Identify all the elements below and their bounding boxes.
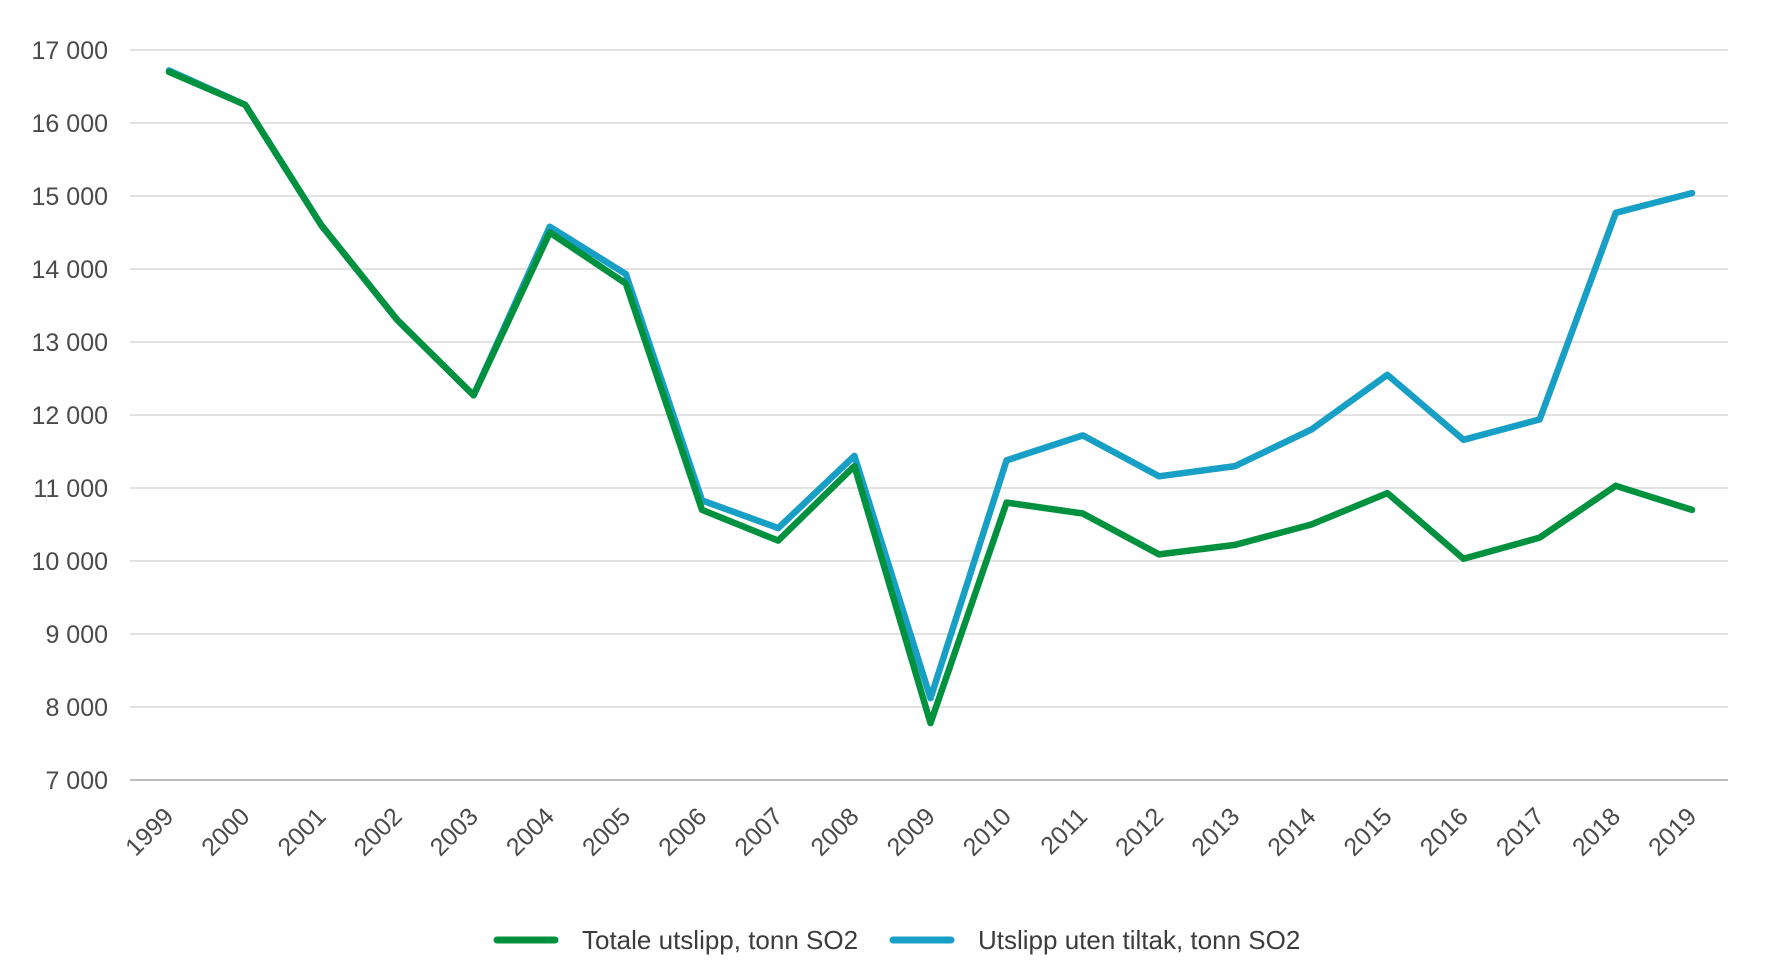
x-tick-label: 2004 bbox=[501, 802, 560, 861]
y-tick-label: 13 000 bbox=[32, 329, 108, 357]
legend-label: Utslipp uten tiltak, tonn SO2 bbox=[978, 925, 1300, 955]
x-tick-label: 2006 bbox=[653, 802, 712, 861]
x-tick-label: 2016 bbox=[1415, 802, 1474, 861]
x-tick-label: 2015 bbox=[1339, 802, 1398, 861]
y-tick-label: 16 000 bbox=[32, 110, 108, 138]
y-tick-label: 11 000 bbox=[33, 475, 108, 503]
y-tick-label: 7 000 bbox=[45, 767, 108, 795]
y-tick-label: 10 000 bbox=[32, 548, 108, 576]
gridlines bbox=[130, 49, 1728, 781]
x-tick-label: 1999 bbox=[120, 802, 179, 861]
y-tick-label: 17 000 bbox=[32, 37, 108, 65]
x-tick-label: 2008 bbox=[805, 802, 864, 861]
legend-label: Totale utslipp, tonn SO2 bbox=[582, 925, 858, 955]
series-line-totale-utslipp bbox=[165, 68, 1696, 727]
y-tick-label: 9 000 bbox=[45, 621, 108, 649]
x-tick-label: 2019 bbox=[1643, 802, 1702, 861]
x-tick-label: 2005 bbox=[577, 802, 636, 861]
y-axis: 7 000 8 000 9 000 10 000 11 000 12 000 13 000 1… bbox=[32, 37, 108, 795]
x-axis: 1999 2000 2001 2002 2003 2004 2005 2006 2007 2008… bbox=[120, 802, 1702, 861]
x-tick-label: 2007 bbox=[729, 802, 788, 861]
x-tick-label: 2009 bbox=[882, 802, 941, 861]
y-tick-label: 12 000 bbox=[32, 402, 108, 430]
legend: Totale utslipp, tonn SO2 Utslipp uten til… bbox=[493, 925, 1300, 955]
series-lines bbox=[165, 67, 1696, 727]
x-tick-label: 2017 bbox=[1491, 802, 1550, 861]
x-tick-label: 2001 bbox=[272, 802, 331, 861]
x-tick-label: 2014 bbox=[1262, 802, 1321, 861]
x-tick-label: 2013 bbox=[1186, 802, 1245, 861]
x-tick-label: 2010 bbox=[958, 802, 1017, 861]
y-tick-label: 15 000 bbox=[32, 183, 108, 211]
x-tick-label: 2002 bbox=[349, 802, 408, 861]
x-tick-label: 2003 bbox=[425, 802, 484, 861]
x-tick-label: 2011 bbox=[1035, 802, 1093, 860]
x-tick-label: 2012 bbox=[1110, 802, 1169, 861]
x-tick-label: 2018 bbox=[1567, 802, 1626, 861]
y-tick-label: 8 000 bbox=[45, 694, 108, 722]
y-tick-label: 14 000 bbox=[32, 256, 108, 284]
x-tick-label: 2000 bbox=[196, 802, 255, 861]
series-line-utslipp-uten-tiltak bbox=[165, 67, 1696, 702]
